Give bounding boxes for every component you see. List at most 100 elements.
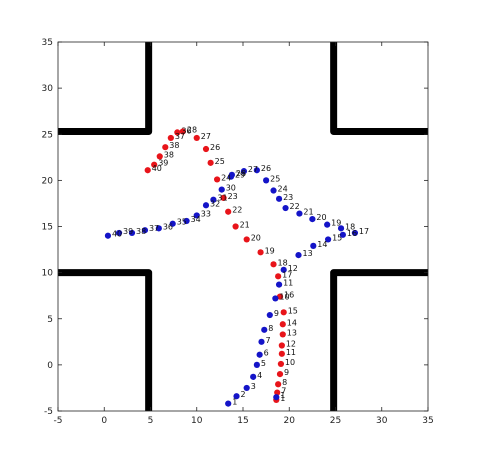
red-point-9: [279, 321, 286, 328]
blue-point-label-20: 19: [331, 219, 341, 228]
red-point-label-10: 15: [288, 306, 298, 315]
blue-point-label-23: 22: [290, 202, 300, 211]
blue-point-28: [240, 168, 248, 175]
blue-point-label-40: 39: [123, 227, 133, 236]
blue-point-26: [263, 177, 270, 184]
blue-point-30: [227, 173, 235, 180]
blue-point-14: [295, 251, 302, 259]
blue-point-label-11: 10: [279, 292, 289, 301]
blue-point-32: [210, 196, 217, 203]
blue-point-label-41: 40: [112, 230, 122, 239]
blue-point-label-21: 20: [316, 213, 326, 222]
wall-2: [330, 42, 428, 135]
blue-point-label-25: 24: [278, 185, 288, 194]
red-point-label-11: 16: [284, 291, 294, 300]
red-point-19: [214, 176, 221, 183]
red-point-label-4: 9: [284, 368, 289, 377]
red-point-2: [274, 389, 281, 396]
red-point-25: [167, 134, 174, 142]
red-point-16: [232, 223, 239, 230]
red-point-18: [220, 194, 227, 202]
x-tick-label: 0: [101, 416, 107, 426]
blue-point-8: [258, 338, 265, 345]
wall-3: [58, 269, 153, 411]
blue-point-12: [275, 281, 283, 288]
blue-point-label-19: 18: [345, 222, 355, 231]
y-tick-label: 10: [42, 269, 54, 279]
blue-point-40: [115, 229, 123, 237]
blue-point-label-33: 32: [210, 199, 220, 208]
x-tick-label: -5: [54, 416, 63, 426]
blue-point-label-22: 21: [303, 208, 313, 217]
red-point-label-21: 26: [210, 143, 220, 152]
blue-point-label-26: 25: [270, 174, 280, 183]
blue-point-label-7: 6: [264, 349, 269, 358]
red-point-label-1: 1: [280, 394, 285, 403]
red-point-label-17: 22: [232, 206, 242, 215]
blue-point-37: [155, 225, 162, 232]
walls-layer: [58, 42, 428, 411]
red-point-label-8: 13: [287, 328, 297, 337]
red-point-13: [270, 261, 277, 268]
blue-point-label-36: 35: [177, 218, 187, 227]
red-point-15: [243, 236, 250, 243]
blue-point-16: [325, 236, 332, 243]
blue-point-13: [280, 266, 287, 273]
x-tick-label: 35: [422, 416, 433, 426]
blue-point-11: [272, 295, 279, 302]
blue-point-21: [309, 216, 316, 223]
blue-point-label-32: 31: [217, 194, 227, 203]
red-point-label-24: 36: [181, 126, 191, 135]
red-point-26: [162, 144, 169, 151]
blue-point-label-29: 28: [236, 169, 246, 178]
blue-point-25: [270, 187, 277, 194]
blue-point-label-38: 37: [149, 224, 159, 233]
blue-point-22: [296, 210, 303, 217]
blue-point-33: [202, 202, 210, 209]
blue-point-label-5: 4: [257, 371, 262, 380]
blue-point-label-6: 5: [261, 359, 266, 368]
blue-point-35: [183, 217, 190, 225]
y-tick-label: 30: [42, 84, 54, 94]
blue-point-18: [351, 229, 359, 237]
y-tick-label: 5: [47, 315, 53, 325]
x-tick-label: 5: [148, 416, 154, 426]
red-point-23: [179, 128, 186, 135]
red-point-8: [279, 331, 286, 338]
blue-point-label-17: 16: [347, 229, 357, 238]
blue-point-27: [253, 167, 260, 174]
red-point-label-7: 12: [286, 340, 296, 349]
point-labels-layer: 1789101112131415161718192021222324252627…: [112, 125, 369, 406]
blue-point-label-3: 2: [241, 390, 246, 399]
y-tick-label: -5: [44, 407, 53, 417]
red-point-label-25: 37: [175, 132, 185, 141]
blue-point-label-30: 29: [235, 171, 245, 180]
blue-point-5: [250, 373, 257, 380]
y-tick-label: 25: [42, 130, 53, 140]
red-point-label-14: 19: [265, 246, 275, 255]
red-point-14: [257, 249, 264, 256]
red-point-12: [275, 273, 282, 280]
red-point-label-28: 39: [158, 159, 168, 168]
blue-point-label-4: 3: [251, 382, 256, 391]
blue-point-2: [225, 400, 232, 407]
blue-point-31: [218, 186, 225, 193]
blue-point-3: [233, 393, 240, 400]
blue-point-label-27: 26: [261, 164, 271, 173]
blue-point-label-8: 7: [266, 336, 271, 345]
blue-point-17: [339, 231, 346, 238]
blue-point-1: [273, 394, 280, 401]
red-point-3: [275, 381, 282, 388]
blue-point-label-39: 38: [136, 227, 146, 236]
points-layer: [104, 128, 359, 407]
red-point-label-23: 28: [187, 125, 197, 134]
red-point-label-9: 14: [287, 318, 297, 327]
blue-point-10: [266, 311, 273, 319]
red-point-label-20: 25: [215, 157, 225, 166]
blue-point-15: [310, 242, 317, 249]
blue-point-label-18: 17: [359, 227, 369, 236]
red-point-label-5: 10: [285, 358, 295, 367]
blue-point-label-1: 1: [280, 391, 285, 400]
red-point-29: [144, 167, 151, 174]
